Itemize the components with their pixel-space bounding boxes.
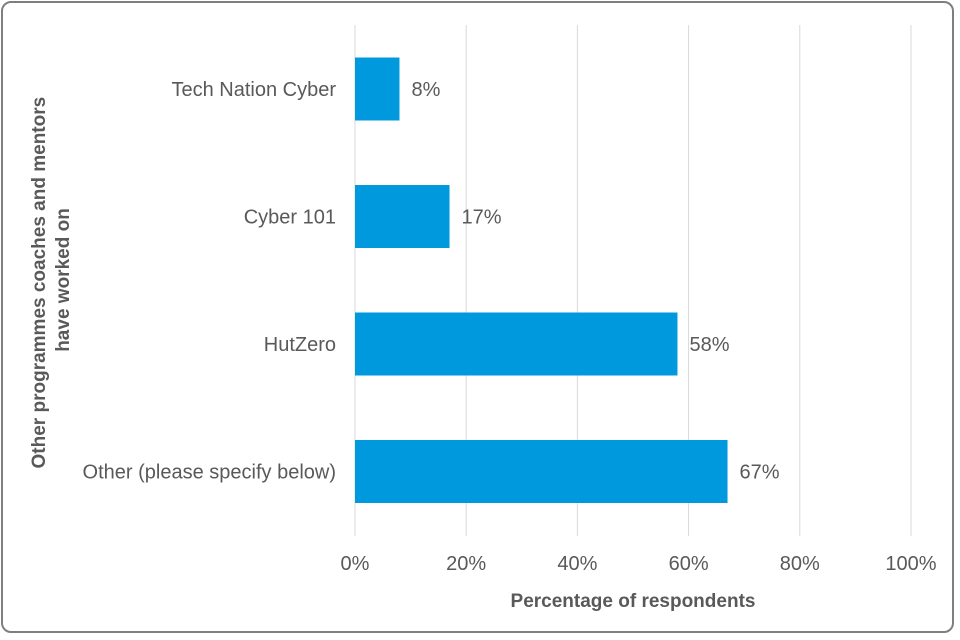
category-label: Tech Nation Cyber bbox=[171, 79, 336, 101]
x-axis-title: Percentage of respondents bbox=[511, 591, 756, 612]
bar bbox=[355, 312, 678, 376]
x-tick-label: 0% bbox=[341, 553, 370, 575]
x-tick-label: 40% bbox=[557, 553, 597, 575]
category-labels: Tech Nation Cyber Cyber 101 HutZero Other (… bbox=[83, 79, 337, 484]
value-labels: 8% 17% 58% 67% bbox=[411, 79, 779, 484]
category-label: Cyber 101 bbox=[244, 207, 336, 229]
x-tick-label: 100% bbox=[885, 553, 936, 575]
data-label: 67% bbox=[740, 462, 780, 484]
bar bbox=[355, 185, 450, 248]
data-label: 17% bbox=[462, 207, 502, 229]
bar bbox=[355, 57, 400, 121]
y-axis-title: Other programmes coaches and mentors hav… bbox=[29, 92, 74, 469]
y-axis-title-line-2: have worked on bbox=[53, 208, 74, 352]
data-label: 8% bbox=[411, 79, 440, 101]
x-tick-label: 60% bbox=[669, 553, 709, 575]
x-tick-labels: 0% 20% 40% 60% 80% 100% bbox=[341, 553, 937, 575]
category-label: HutZero bbox=[264, 334, 336, 356]
y-axis-title-line-1: Other programmes coaches and mentors bbox=[29, 97, 50, 469]
bars bbox=[355, 57, 728, 503]
x-tick-label: 20% bbox=[446, 553, 486, 575]
bar bbox=[355, 440, 728, 503]
category-label: Other (please specify below) bbox=[83, 462, 336, 484]
x-tick-label: 80% bbox=[780, 553, 820, 575]
data-label: 58% bbox=[689, 334, 729, 356]
